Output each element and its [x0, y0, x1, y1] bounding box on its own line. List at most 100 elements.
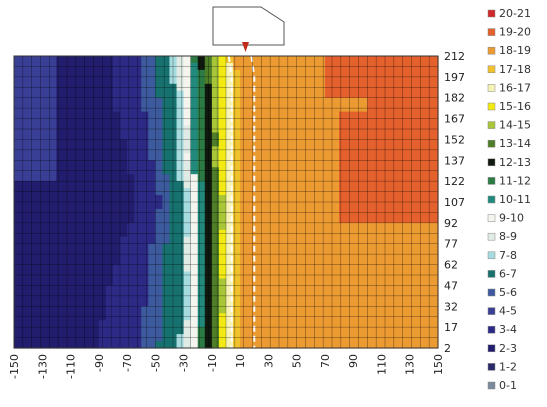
heat-cell	[127, 111, 135, 120]
heat-cell	[282, 146, 291, 154]
heat-cell	[98, 153, 107, 161]
heat-cell	[183, 111, 192, 120]
heat-cell	[190, 56, 199, 64]
heat-cell	[360, 271, 368, 280]
heat-cell	[303, 334, 312, 342]
heat-cell	[360, 90, 368, 99]
heat-cell	[254, 327, 262, 335]
heat-cell	[254, 271, 262, 280]
heat-cell	[218, 278, 227, 287]
heat-cell	[162, 202, 171, 210]
heat-cell	[395, 160, 404, 168]
heat-cell	[423, 257, 432, 266]
heat-cell	[275, 202, 284, 210]
heat-cell	[353, 97, 361, 106]
heat-cell	[254, 243, 262, 252]
heat-cell	[423, 236, 432, 245]
heat-cell	[374, 292, 383, 300]
heat-cell	[254, 341, 262, 349]
heat-cell	[56, 215, 65, 224]
heat-cell	[169, 208, 178, 217]
heat-cell	[127, 56, 135, 64]
heat-cell	[423, 90, 432, 99]
heat-cell	[254, 215, 262, 224]
heat-cell	[310, 243, 319, 252]
heat-cell	[42, 320, 50, 328]
heat-cell	[141, 153, 149, 161]
heat-cell	[268, 111, 277, 120]
heat-cell	[28, 313, 36, 321]
heat-cell	[310, 327, 319, 335]
heat-cell	[254, 160, 262, 168]
heat-cell	[423, 160, 432, 168]
heat-cell	[402, 76, 411, 85]
heat-cell	[423, 76, 432, 85]
heat-cell	[77, 285, 86, 293]
heat-cell	[226, 188, 234, 196]
heat-cell	[317, 285, 326, 293]
legend-label: 18-19	[499, 44, 531, 57]
heat-cell	[296, 195, 305, 203]
heat-cell	[282, 341, 291, 349]
heat-cell	[190, 257, 199, 266]
heat-cell	[120, 139, 128, 147]
y-tick-label: 212	[444, 50, 465, 63]
heat-cell	[388, 195, 397, 203]
heat-cell	[395, 118, 404, 127]
heat-cell	[155, 111, 163, 120]
heat-cell	[35, 181, 43, 189]
heat-cell	[183, 285, 192, 293]
heat-cell	[120, 188, 128, 196]
heat-cell	[416, 125, 425, 134]
heat-cell	[353, 306, 361, 314]
y-tick-label: 32	[444, 300, 458, 313]
heat-cell	[423, 222, 432, 231]
heat-cell	[275, 69, 284, 78]
heat-cell	[233, 69, 241, 78]
heat-cell	[14, 202, 22, 210]
heat-cell	[120, 292, 128, 300]
heat-cell	[35, 243, 43, 252]
heat-cell	[296, 257, 305, 266]
heat-cell	[183, 341, 192, 349]
heat-cell	[332, 222, 340, 231]
heat-cell	[56, 62, 65, 71]
heat-cell	[211, 320, 220, 328]
heat-cell	[254, 285, 262, 293]
heat-cell	[339, 208, 347, 217]
heat-cell	[261, 320, 269, 328]
heat-cell	[148, 69, 156, 78]
heat-cell	[91, 215, 100, 224]
heat-cell	[346, 334, 354, 342]
heat-cell	[14, 132, 22, 141]
heat-cell	[120, 257, 128, 266]
heat-cell	[42, 250, 50, 259]
heat-cell	[120, 118, 128, 127]
heat-cell	[49, 111, 57, 120]
heat-cell	[430, 83, 439, 92]
heat-cell	[183, 257, 192, 266]
heat-cell	[339, 125, 347, 134]
heat-cell	[402, 188, 411, 196]
heat-cell	[388, 118, 397, 127]
heat-cell	[21, 181, 29, 189]
heat-cell	[402, 202, 411, 210]
heat-cell	[28, 299, 36, 307]
heat-cell	[381, 83, 390, 92]
heat-cell	[261, 327, 269, 335]
heat-cell	[14, 229, 22, 238]
heat-cell	[395, 306, 404, 314]
heat-cell	[70, 243, 79, 252]
heat-cell	[367, 188, 375, 196]
heat-cell	[63, 111, 72, 120]
heat-cell	[282, 111, 291, 120]
heat-cell	[49, 334, 57, 342]
heat-cell	[14, 83, 22, 92]
heat-cell	[409, 188, 418, 196]
heat-cell	[56, 132, 65, 141]
heat-cell	[35, 167, 43, 175]
heat-cell	[42, 327, 50, 335]
heat-cell	[84, 243, 93, 252]
heat-cell	[35, 208, 43, 217]
heat-cell	[240, 306, 248, 314]
